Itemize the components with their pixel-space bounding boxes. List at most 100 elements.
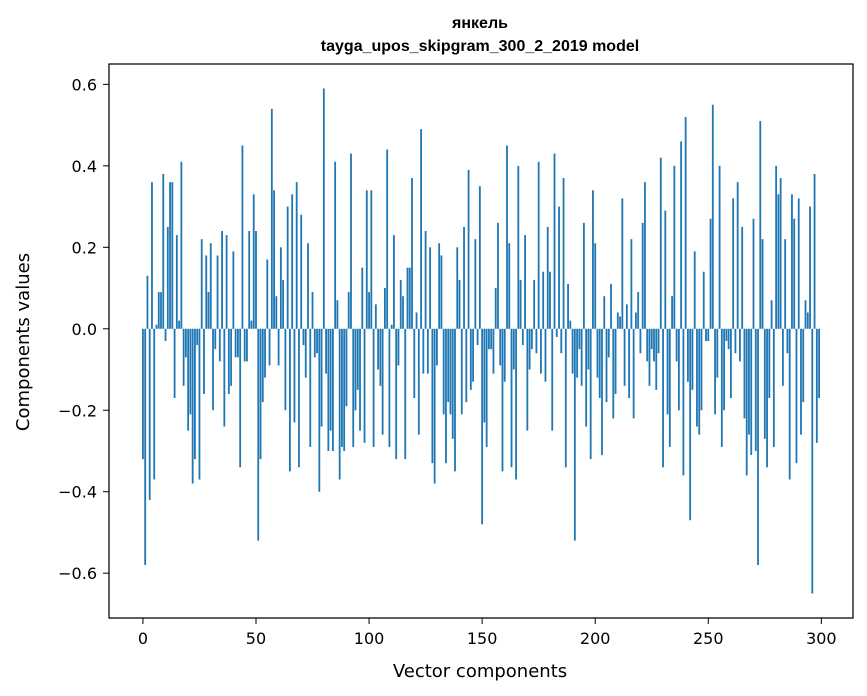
bar [178,320,181,329]
bar [648,328,651,386]
bar [334,161,337,329]
bar [460,328,463,415]
bar [374,304,377,329]
bar [266,259,269,329]
bar [639,328,642,354]
bar [142,328,144,460]
bar [677,328,680,411]
bar [562,178,565,329]
bar [564,328,567,468]
bar [616,312,619,329]
bar [605,328,608,403]
bar [291,194,294,329]
bar [318,328,321,492]
bar [488,328,490,350]
bar [793,218,796,329]
bar [729,328,732,399]
bar [546,226,549,329]
bar [680,141,683,329]
y-tick-label: 0.6 [72,75,97,94]
bar [196,328,199,346]
bar [621,198,624,329]
bar [569,320,572,329]
bar [818,328,820,399]
bar [644,182,646,329]
bar [144,328,147,566]
bar [716,328,719,378]
bar [497,222,499,329]
bar [517,165,520,329]
bar [212,328,214,411]
bar [402,296,404,329]
bar [490,328,493,350]
bar [578,328,581,350]
bar [766,328,768,468]
bar [458,279,461,329]
bar [155,324,158,329]
bar [555,328,558,337]
bar [257,328,260,541]
bar [173,328,176,399]
bar [234,328,237,358]
x-tick-label: 50 [246,629,266,648]
bar [698,328,701,435]
y-tick-label: −0.6 [58,564,97,583]
bar [413,328,416,399]
bar [571,328,574,374]
bar [745,328,748,476]
bar [664,210,667,329]
bar [191,328,194,484]
bar [146,275,149,329]
bar [775,165,778,329]
bar [603,296,606,329]
plot-frame [108,63,854,619]
bar [732,198,735,329]
bar [182,328,185,386]
bar [160,292,162,329]
bar [607,328,610,358]
bar [797,198,800,329]
bar [237,328,239,358]
bar [705,328,707,341]
y-tick-label: 0.0 [72,320,97,339]
bar [800,328,802,435]
bar [252,194,255,329]
bar [734,328,737,354]
bar [209,243,212,329]
bar [241,145,244,329]
bar [184,328,187,358]
bar [483,328,486,423]
bar [223,328,226,427]
bar [659,157,662,329]
bar [759,121,762,329]
bar [501,328,504,472]
bar [736,182,739,329]
x-tick-label: 100 [354,629,385,648]
bar [752,218,755,329]
bar [768,328,771,399]
bar [540,328,542,374]
bar [395,328,398,460]
bar [619,316,621,329]
bar [815,328,818,443]
bar [225,235,228,329]
bar [424,231,427,329]
bar [417,328,420,435]
bar [359,328,361,431]
bar [216,255,219,329]
bar [363,328,366,443]
bar [781,328,784,386]
bar [469,328,472,390]
bar [289,328,291,472]
bar [587,328,590,370]
bar [187,328,190,431]
bar [682,328,685,476]
bar [582,222,585,329]
bar [754,328,757,451]
bar [748,328,750,435]
bar [259,328,262,460]
bar [628,328,631,399]
bar [322,88,325,329]
bar [465,328,468,403]
